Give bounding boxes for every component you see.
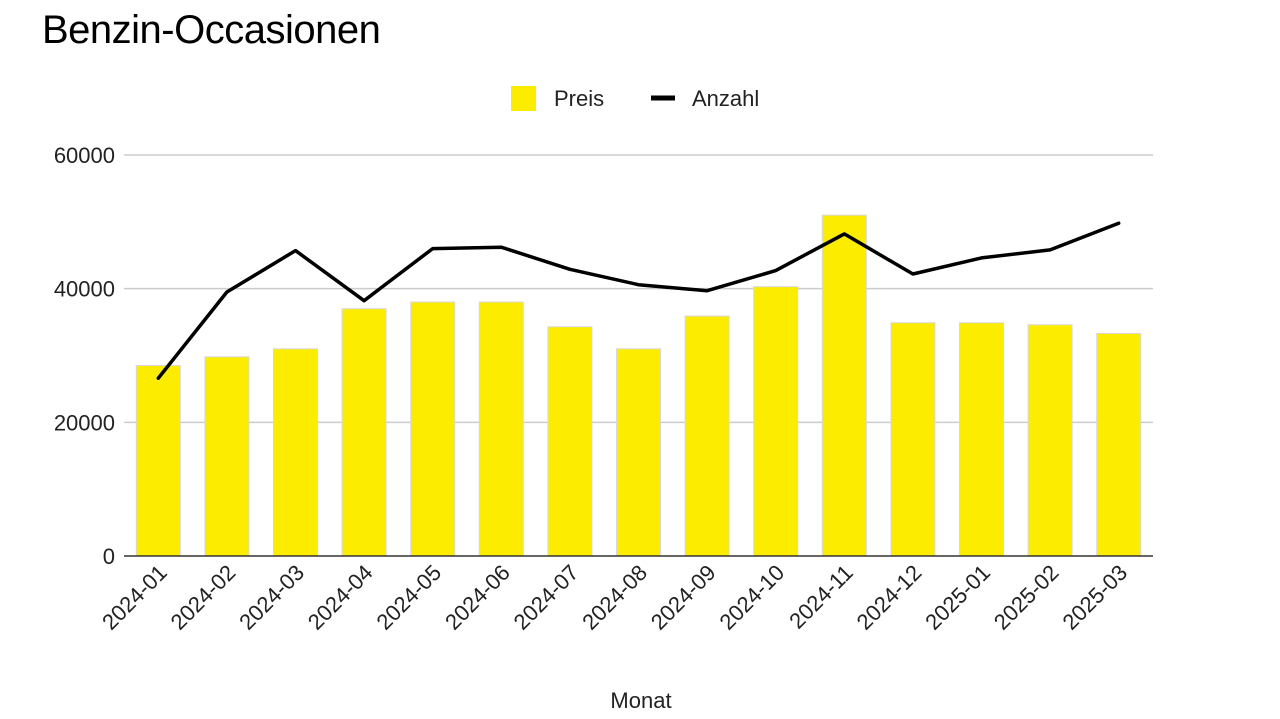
y-tick-label-40000: 40000 [54,277,115,302]
point-anzahl-2024-03 [295,250,296,252]
bar-2024-06 [478,301,524,557]
point-anzahl-2025-02 [1049,249,1051,251]
x-tick-label-2024-09: 2024-09 [646,560,721,635]
x-tick-label-2024-06: 2024-06 [440,560,515,635]
point-anzahl-2025-01 [981,257,982,259]
x-tick-label-2024-07: 2024-07 [509,560,584,635]
bar-2025-03 [1096,332,1142,557]
y-tick-label-20000: 20000 [54,410,115,435]
point-anzahl-2024-06 [500,246,502,248]
bar-2024-04 [341,308,387,557]
x-tick-label-2024-01: 2024-01 [97,560,172,635]
y-tick-label-0: 0 [103,544,115,569]
y-tick-label-60000: 60000 [54,143,115,168]
x-tick-label-2025-01: 2025-01 [920,560,995,635]
bar-2024-11 [821,214,867,557]
legend: Preis Anzahl [511,86,759,111]
point-anzahl-2024-07 [569,268,571,270]
point-anzahl-2024-12 [912,273,914,275]
x-tick-label-2024-12: 2024-12 [852,560,927,635]
bar-2024-03 [273,348,318,557]
x-tick-label-2024-02: 2024-02 [166,560,241,635]
legend-label-preis: Preis [554,86,604,111]
bar-2024-08 [616,348,661,557]
bar-2024-02 [204,356,250,557]
bar-2024-01 [135,365,181,557]
point-anzahl-2024-09 [706,290,708,292]
point-anzahl-2024-01 [157,377,159,379]
x-tick-label-2024-05: 2024-05 [371,560,446,635]
point-anzahl-2024-10 [775,270,777,272]
bar-2024-07 [547,326,593,557]
point-anzahl-2024-05 [432,248,434,250]
bar-2024-12 [890,322,936,557]
bars-series-preis [135,214,1142,557]
x-tick-label-2024-03: 2024-03 [234,560,309,635]
bar-2024-10 [753,286,799,557]
bar-2025-01 [959,322,1004,557]
x-tick-label-2024-10: 2024-10 [714,560,789,635]
point-anzahl-2024-02 [226,291,228,293]
point-anzahl-2024-08 [638,284,639,286]
chart-title: Benzin-Occasionen [42,8,381,52]
x-tick-label-2024-04: 2024-04 [303,560,378,635]
x-tick-label-2024-08: 2024-08 [577,560,652,635]
bar-2024-09 [684,315,730,557]
point-anzahl-2024-04 [363,300,365,302]
bar-2025-02 [1027,324,1073,557]
legend-label-anzahl: Anzahl [692,86,759,111]
x-tick-label-2025-02: 2025-02 [989,560,1064,635]
x-tick-label-2024-11: 2024-11 [784,560,858,634]
x-tick-label-2025-03: 2025-03 [1057,560,1132,635]
line-series-anzahl [156,221,1121,380]
point-anzahl-2024-11 [843,233,845,235]
bar-2024-05 [410,301,456,557]
legend-swatch-preis [511,86,536,111]
x-axis-title: Monat [610,688,671,713]
point-anzahl-2025-03 [1118,222,1120,224]
